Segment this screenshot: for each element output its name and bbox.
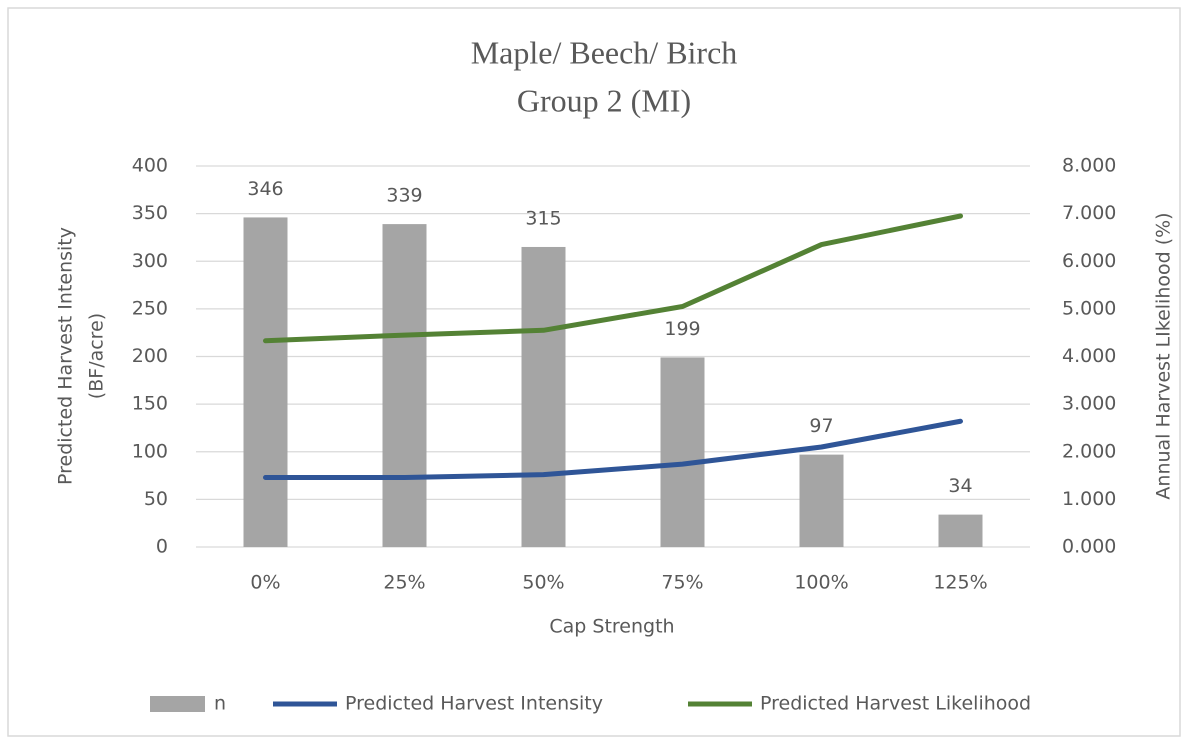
x-tick-label: 100%: [794, 572, 848, 594]
y2-tick-label: 4.000: [1062, 345, 1116, 367]
bar: [382, 224, 427, 548]
y2-tick-label: 1.000: [1062, 488, 1116, 510]
y-tick-label: 100: [132, 440, 168, 462]
legend-label: n: [214, 693, 226, 715]
legend-swatch: [150, 696, 205, 712]
bar: [660, 357, 705, 547]
y-tick-label: 400: [132, 155, 168, 177]
x-tick-label: 75%: [661, 572, 703, 594]
data-label: 346: [247, 178, 283, 200]
y-tick-label: 150: [132, 393, 168, 415]
data-label: 315: [525, 207, 561, 229]
y-tick-label: 250: [132, 297, 168, 319]
y-tick-label: 350: [132, 202, 168, 224]
chart-title: Maple/ Beech/ Birch: [471, 34, 738, 70]
data-label: 97: [809, 415, 833, 437]
y2-tick-label: 5.000: [1062, 297, 1116, 319]
y2-axis-label: Annual Harvest LIkelihood (%): [1153, 212, 1175, 499]
x-axis-label: Cap Strength: [549, 616, 674, 638]
y-tick-label: 50: [144, 488, 168, 510]
data-label: 199: [664, 318, 700, 340]
x-tick-label: 50%: [522, 572, 564, 594]
legend-label: Predicted Harvest Intensity: [345, 693, 603, 715]
y-axis-label: Predicted Harvest Intensity: [55, 227, 77, 485]
line: [263, 418, 963, 480]
line: [263, 213, 963, 344]
y2-tick-label: 8.000: [1062, 155, 1116, 177]
y-tick-label: 300: [132, 250, 168, 272]
bar: [938, 514, 983, 547]
y-tick-label: 200: [132, 345, 168, 367]
x-tick-label: 25%: [383, 572, 425, 594]
y2-tick-label: 0.000: [1062, 536, 1116, 558]
chart-subtitle: Group 2 (MI): [517, 82, 691, 118]
y2-tick-label: 6.000: [1062, 250, 1116, 272]
y2-tick-label: 2.000: [1062, 440, 1116, 462]
legend-label: Predicted Harvest Likelihood: [760, 693, 1031, 715]
chart-border: [7, 7, 1181, 737]
bar: [521, 246, 566, 547]
x-tick-label: 125%: [933, 572, 987, 594]
bar: [243, 217, 288, 547]
x-tick-label: 0%: [250, 572, 280, 594]
y2-tick-label: 7.000: [1062, 202, 1116, 224]
y-axis-label: (BF/acre): [86, 313, 108, 399]
data-label: 34: [948, 475, 972, 497]
bar: [799, 454, 844, 547]
data-label: 339: [386, 185, 422, 207]
y-tick-label: 0: [156, 536, 168, 558]
y2-tick-label: 3.000: [1062, 393, 1116, 415]
